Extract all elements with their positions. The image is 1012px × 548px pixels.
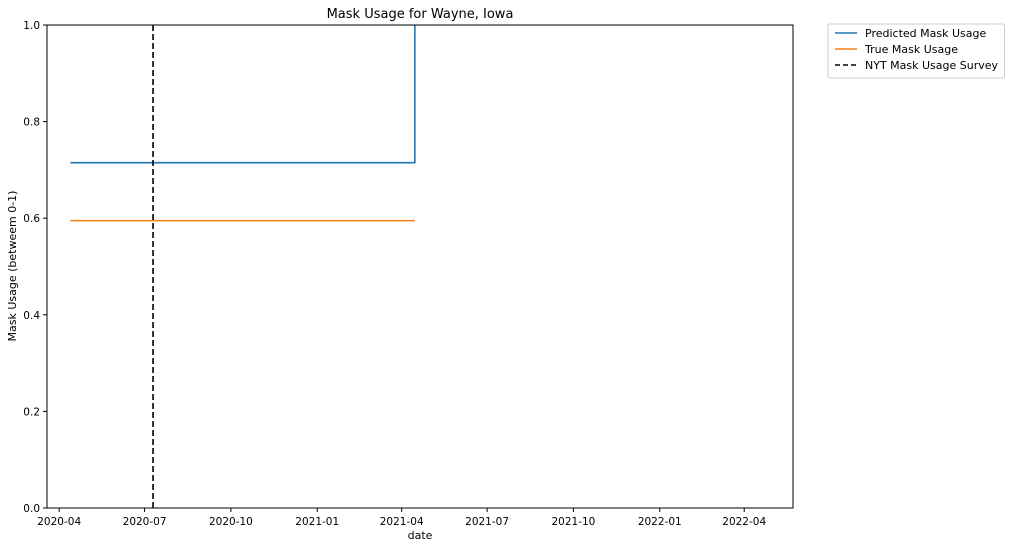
plot-area: [70, 25, 416, 508]
x-axis-label: date: [408, 529, 433, 542]
y-tick-label: 0.0: [23, 503, 40, 515]
x-axis: 2020-04 2020-07 2020-10 2021-01 2021-04 2021-…: [37, 508, 766, 528]
legend-label-nyt-mask-usage-survey: NYT Mask Usage Survey: [865, 59, 999, 72]
y-tick-label: 0.8: [23, 117, 40, 129]
x-tick-label: 2021-10: [551, 516, 595, 528]
x-tick-label: 2021-04: [380, 516, 424, 528]
y-tick-label: 0.6: [23, 213, 40, 225]
x-tick-label: 2020-04: [37, 516, 81, 528]
x-tick-label: 2020-07: [123, 516, 167, 528]
x-tick-label: 2020-10: [209, 516, 253, 528]
x-tick-label: 2022-04: [722, 516, 766, 528]
chart-title: Mask Usage for Wayne, Iowa: [327, 7, 514, 22]
y-axis: 0.0 0.2 0.4 0.6 0.8 1.0: [23, 20, 47, 515]
series-line-predicted-mask-usage: [70, 25, 416, 164]
y-tick-label: 0.2: [23, 406, 40, 418]
y-tick-label: 1.0: [23, 20, 40, 32]
y-axis-label: Mask Usage (betweem 0-1): [6, 191, 19, 342]
x-tick-label: 2021-01: [295, 516, 339, 528]
legend-label-true-mask-usage: True Mask Usage: [864, 43, 958, 56]
legend: Predicted Mask Usage True Mask Usage NYT M…: [827, 23, 1006, 79]
legend-label-predicted-mask-usage: Predicted Mask Usage: [865, 27, 986, 40]
x-tick-label: 2021-07: [465, 516, 509, 528]
legend-frame: [827, 23, 1006, 79]
axes-frame: [46, 24, 794, 509]
y-tick-label: 0.4: [23, 310, 40, 322]
x-tick-label: 2022-01: [638, 516, 682, 528]
